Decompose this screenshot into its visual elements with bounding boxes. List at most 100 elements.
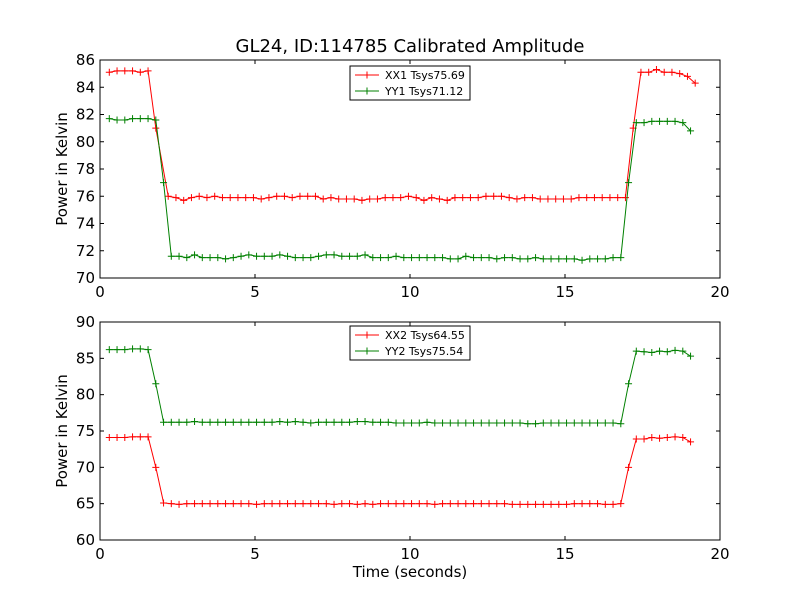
- data-point: [291, 500, 299, 508]
- data-point: [284, 252, 292, 260]
- data-point: [648, 349, 656, 357]
- data-point: [547, 419, 555, 427]
- data-point: [361, 500, 369, 508]
- data-point: [632, 435, 640, 443]
- data-point: [129, 345, 137, 353]
- data-point: [567, 195, 575, 203]
- data-point: [113, 67, 121, 75]
- data-point: [485, 419, 493, 427]
- data-point: [590, 194, 598, 202]
- data-point: [237, 500, 245, 508]
- data-point: [315, 500, 323, 508]
- data-point: [280, 192, 288, 200]
- data-point: [493, 419, 501, 427]
- data-point: [570, 500, 578, 508]
- data-point: [687, 352, 695, 360]
- data-point: [353, 418, 361, 426]
- data-point: [105, 115, 113, 123]
- data-point: [594, 500, 602, 508]
- data-point: [563, 255, 571, 263]
- data-point: [423, 254, 431, 262]
- data-point: [144, 346, 152, 354]
- data-point: [144, 433, 152, 441]
- data-point: [273, 192, 281, 200]
- x-tick-label: 5: [250, 283, 260, 301]
- data-point: [652, 66, 660, 74]
- data-point: [214, 500, 222, 508]
- data-point: [485, 254, 493, 262]
- plot-bottom: Power in Kelvin Time (seconds) 0 5 10 15 20 6…: [53, 313, 730, 581]
- legend-top: XX1 Tsys75.69 YY1 Tsys71.12: [349, 65, 471, 101]
- data-point: [183, 254, 191, 262]
- data-point: [443, 196, 451, 204]
- data-point: [164, 192, 172, 200]
- data-point: [656, 347, 664, 355]
- data-point: [687, 127, 695, 135]
- data-point: [214, 418, 222, 426]
- x-tick-label: 20: [710, 283, 729, 301]
- data-point: [160, 499, 168, 507]
- data-point: [129, 67, 137, 75]
- data-point: [462, 252, 470, 260]
- data-point: [253, 500, 261, 508]
- data-point: [462, 500, 470, 508]
- data-point: [242, 194, 250, 202]
- data-point: [237, 418, 245, 426]
- data-point: [660, 68, 668, 76]
- y-tick-label: 70: [76, 458, 95, 476]
- data-point: [296, 192, 304, 200]
- data-point: [377, 418, 385, 426]
- data-point: [601, 255, 609, 263]
- x-tick-label: 15: [555, 283, 574, 301]
- data-point: [152, 463, 160, 471]
- data-point: [493, 255, 501, 263]
- data-point: [384, 254, 392, 262]
- data-point: [648, 434, 656, 442]
- data-point: [392, 419, 400, 427]
- data-point: [257, 195, 265, 203]
- legend-label: XX2 Tsys64.55: [385, 329, 465, 342]
- data-point: [474, 194, 482, 202]
- data-point: [268, 252, 276, 260]
- data-point: [609, 254, 617, 262]
- data-point: [586, 500, 594, 508]
- data-point: [687, 438, 695, 446]
- data-point: [632, 347, 640, 355]
- data-point: [617, 500, 625, 508]
- data-point: [578, 419, 586, 427]
- data-point: [338, 252, 346, 260]
- data-point: [214, 254, 222, 262]
- data-point: [415, 500, 423, 508]
- data-point: [423, 500, 431, 508]
- data-point: [640, 435, 648, 443]
- data-point: [335, 195, 343, 203]
- data-point: [229, 254, 237, 262]
- data-point: [226, 194, 234, 202]
- data-point: [477, 254, 485, 262]
- y-tick-label: 72: [76, 242, 95, 260]
- data-point: [315, 418, 323, 426]
- data-point: [172, 194, 180, 202]
- data-point: [260, 418, 268, 426]
- data-point: [668, 68, 676, 76]
- data-point: [113, 346, 121, 354]
- data-point: [191, 251, 199, 259]
- data-point: [435, 195, 443, 203]
- data-point: [342, 195, 350, 203]
- legend-label: YY2 Tsys75.54: [384, 345, 463, 358]
- data-point: [167, 418, 175, 426]
- data-point: [245, 251, 253, 259]
- data-point: [211, 192, 219, 200]
- x-axis-label-bottom: Time (seconds): [352, 563, 468, 581]
- data-point: [645, 68, 653, 76]
- data-point: [160, 418, 168, 426]
- data-point: [175, 500, 183, 508]
- data-point: [555, 500, 563, 508]
- data-point: [539, 419, 547, 427]
- data-point: [307, 500, 315, 508]
- data-point: [621, 194, 629, 202]
- data-point: [129, 115, 137, 123]
- data-point: [299, 500, 307, 508]
- data-point: [671, 117, 679, 125]
